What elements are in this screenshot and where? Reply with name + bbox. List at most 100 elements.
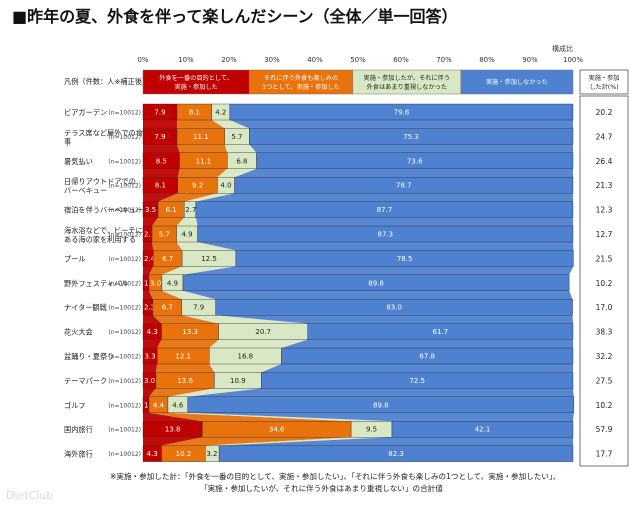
sample-size-label: (n=10012) [108, 305, 141, 312]
bar-connector [182, 266, 574, 275]
bar-connector [177, 168, 228, 178]
x-tick-label: 30% [264, 56, 280, 64]
total-value: 26.4 [596, 157, 613, 166]
bar-data-label: 4.2 [215, 109, 226, 117]
bar-segment [281, 347, 574, 365]
total-value: 21.3 [596, 181, 613, 190]
legend-caption: 凡例（件数：人※補正後） [64, 77, 149, 86]
sample-size-label: (n=10012) [108, 158, 141, 165]
bar-data-label: 3.0 [144, 377, 155, 385]
legend-label: 外食はあまり重視しなかった [367, 83, 447, 91]
bar-connector [234, 168, 573, 178]
total-column-box [579, 95, 629, 467]
bar-connector [143, 168, 180, 178]
bar-data-label: 79.8 [394, 109, 410, 117]
chart-title: ■昨年の夏、外食を伴って楽しんだシーン（全体／単一回答） [12, 7, 458, 26]
bar-connector [219, 437, 574, 446]
bar-connector [157, 339, 219, 348]
bar-data-label: 11.1 [193, 133, 209, 141]
bar-segment [182, 274, 570, 291]
bar-segment [215, 299, 573, 316]
category-label: 宿泊を伴うバーベキュー [64, 206, 143, 215]
bar-connector [161, 290, 216, 300]
bar-segment [229, 103, 574, 121]
footnote-line-2: 「実施・参加したいが、それに伴う外食はあまり重視しない」の合計値 [200, 483, 443, 493]
bar-connector [152, 217, 185, 226]
category-label: 盆踊り・夏祭り [64, 352, 114, 361]
total-column-header-line2: した計(%) [589, 83, 618, 91]
bar-data-label: 3.3 [145, 353, 156, 361]
category-label: ある海の家を利用する [64, 235, 136, 244]
bar-data-label: 16.8 [238, 353, 254, 361]
bar-connector [161, 266, 236, 275]
x-tick-label: 0% [137, 56, 148, 64]
bar-data-label: 2.1 [144, 231, 155, 239]
category-label: テラス席など屋外での食 [64, 128, 143, 137]
bar-data-label: 3.2 [206, 450, 217, 458]
bar-data-label: 4.9 [182, 231, 193, 239]
bar-data-label: 34.6 [269, 426, 285, 434]
total-value: 12.7 [596, 230, 613, 239]
bar-connector [143, 242, 154, 251]
x-tick-label: 80% [479, 56, 495, 64]
x-tick-label: 100% [563, 56, 583, 64]
total-value: 17.0 [596, 303, 613, 312]
bar-data-label: 4.0 [220, 182, 231, 190]
bar-connector [229, 120, 574, 129]
bar-connector [152, 242, 183, 251]
bar-connector [143, 315, 162, 324]
bar-data-label: 9.5 [366, 426, 377, 434]
bar-data-label: 75.3 [403, 133, 419, 141]
bar-connector [143, 339, 162, 348]
legend: 凡例（件数：人※補正後） 外食を一番の目的として、実施・参加した それに伴う外食も… [64, 69, 574, 95]
bar-data-label: 4.3 [147, 450, 158, 458]
bar-connector [281, 339, 573, 348]
total-value: 10.2 [596, 401, 613, 410]
bar-data-label: 61.7 [433, 328, 449, 336]
category-label: 日帰りアウトドアでの [64, 177, 136, 186]
total-value: 24.7 [596, 132, 613, 141]
bar-connector [167, 412, 392, 422]
legend-swatch [142, 69, 250, 95]
category-label: 野外フェスティバル [64, 279, 128, 288]
bar-connector [149, 290, 182, 300]
bar-data-label: 13.3 [182, 328, 198, 336]
total-value: 21.5 [596, 254, 613, 263]
total-value: 17.7 [596, 450, 613, 459]
legend-label: それに伴う外食も楽しみの [264, 74, 338, 82]
bar-connector [209, 364, 282, 373]
bar-data-label: 10.9 [230, 377, 246, 385]
bar-segment [187, 396, 575, 413]
category-label: テーマパーク [64, 376, 107, 385]
bar-data-label: 13.6 [177, 377, 193, 385]
bar-connector [176, 120, 225, 129]
bar-data-label: 12.1 [175, 353, 191, 361]
x-axis-ticks: 0% 10% 20% 30% 40% 50% 60% 70% 80% 90% 100% [137, 56, 583, 64]
category-label: 海水浴などで、ビーチに [64, 226, 143, 235]
legend-label: 1つとして、実施・参加した [262, 83, 340, 91]
bar-connector [143, 217, 159, 226]
bar-data-label: 83.0 [386, 304, 402, 312]
bar-data-label: 89.8 [373, 401, 389, 409]
category-label: ビアガーデン [64, 108, 107, 117]
bar-connector [149, 412, 352, 422]
bar-connector [187, 412, 574, 422]
bar-data-label: 42.1 [475, 426, 491, 434]
legend-swatch [248, 69, 354, 95]
bar-data-label: 78.7 [396, 182, 412, 190]
bar-connector [261, 364, 573, 373]
sample-size-label: (n=10012) [108, 134, 141, 141]
total-value: 12.3 [596, 206, 613, 215]
bar-connector [224, 144, 257, 153]
bar-data-label: 87.3 [378, 231, 394, 239]
sample-size-label: (n=10012) [108, 232, 141, 239]
bar-data-label: 67.8 [419, 353, 435, 361]
bar-data-label: 73.6 [407, 157, 423, 165]
bar-data-label: 5.7 [231, 133, 242, 141]
axis-unit-label: 構成比 [552, 44, 573, 53]
chart-rows: ビアガーデン (n=10012) 7.9 8.1 4.2 79.8 20.2テラス席など屋外… [64, 103, 613, 462]
bar-data-label: 8.1 [155, 182, 166, 190]
bar-data-label: 6.1 [166, 206, 177, 214]
bar-data-label: 4.3 [147, 328, 158, 336]
